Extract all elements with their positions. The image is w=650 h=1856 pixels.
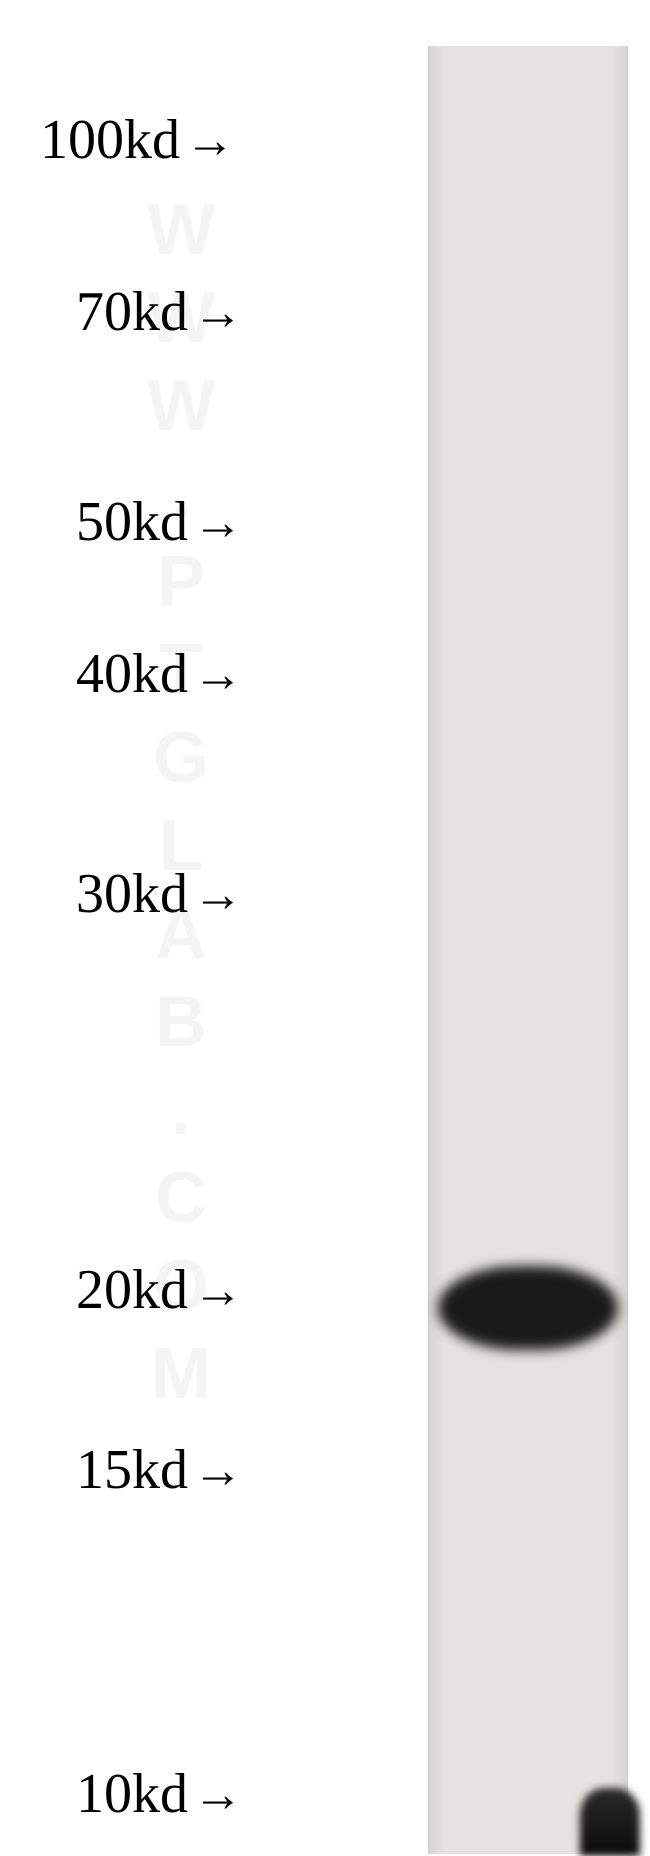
marker-label-100kd: 100kd→ xyxy=(40,108,235,172)
marker-text: 10kd xyxy=(76,1762,188,1826)
marker-arrow-icon: → xyxy=(193,869,243,919)
blot-band-main xyxy=(438,1266,618,1350)
marker-label-20kd: 20kd→ xyxy=(76,1258,243,1322)
marker-text: 30kd xyxy=(76,862,188,926)
watermark-text: WWW.PTGLAB.COM xyxy=(140,190,222,1422)
marker-arrow-icon: → xyxy=(185,115,235,165)
marker-text: 40kd xyxy=(76,642,188,706)
marker-arrow-icon: → xyxy=(193,497,243,547)
marker-arrow-icon: → xyxy=(193,1445,243,1495)
marker-label-30kd: 30kd→ xyxy=(76,862,243,926)
marker-text: 100kd xyxy=(40,108,180,172)
marker-label-15kd: 15kd→ xyxy=(76,1438,243,1502)
western-blot-image: WWW.PTGLAB.COM 100kd→70kd→50kd→40kd→30kd… xyxy=(0,0,650,1855)
marker-arrow-icon: → xyxy=(193,287,243,337)
marker-text: 20kd xyxy=(76,1258,188,1322)
marker-label-50kd: 50kd→ xyxy=(76,490,243,554)
blot-lane xyxy=(428,46,628,1854)
marker-label-70kd: 70kd→ xyxy=(76,280,243,344)
marker-text: 70kd xyxy=(76,280,188,344)
marker-text: 15kd xyxy=(76,1438,188,1502)
marker-label-10kd: 10kd→ xyxy=(76,1762,243,1826)
marker-arrow-icon: → xyxy=(193,649,243,699)
marker-arrow-icon: → xyxy=(193,1265,243,1315)
blot-band-bottom-edge xyxy=(580,1788,640,1856)
marker-arrow-icon: → xyxy=(193,1769,243,1819)
marker-label-40kd: 40kd→ xyxy=(76,642,243,706)
marker-text: 50kd xyxy=(76,490,188,554)
